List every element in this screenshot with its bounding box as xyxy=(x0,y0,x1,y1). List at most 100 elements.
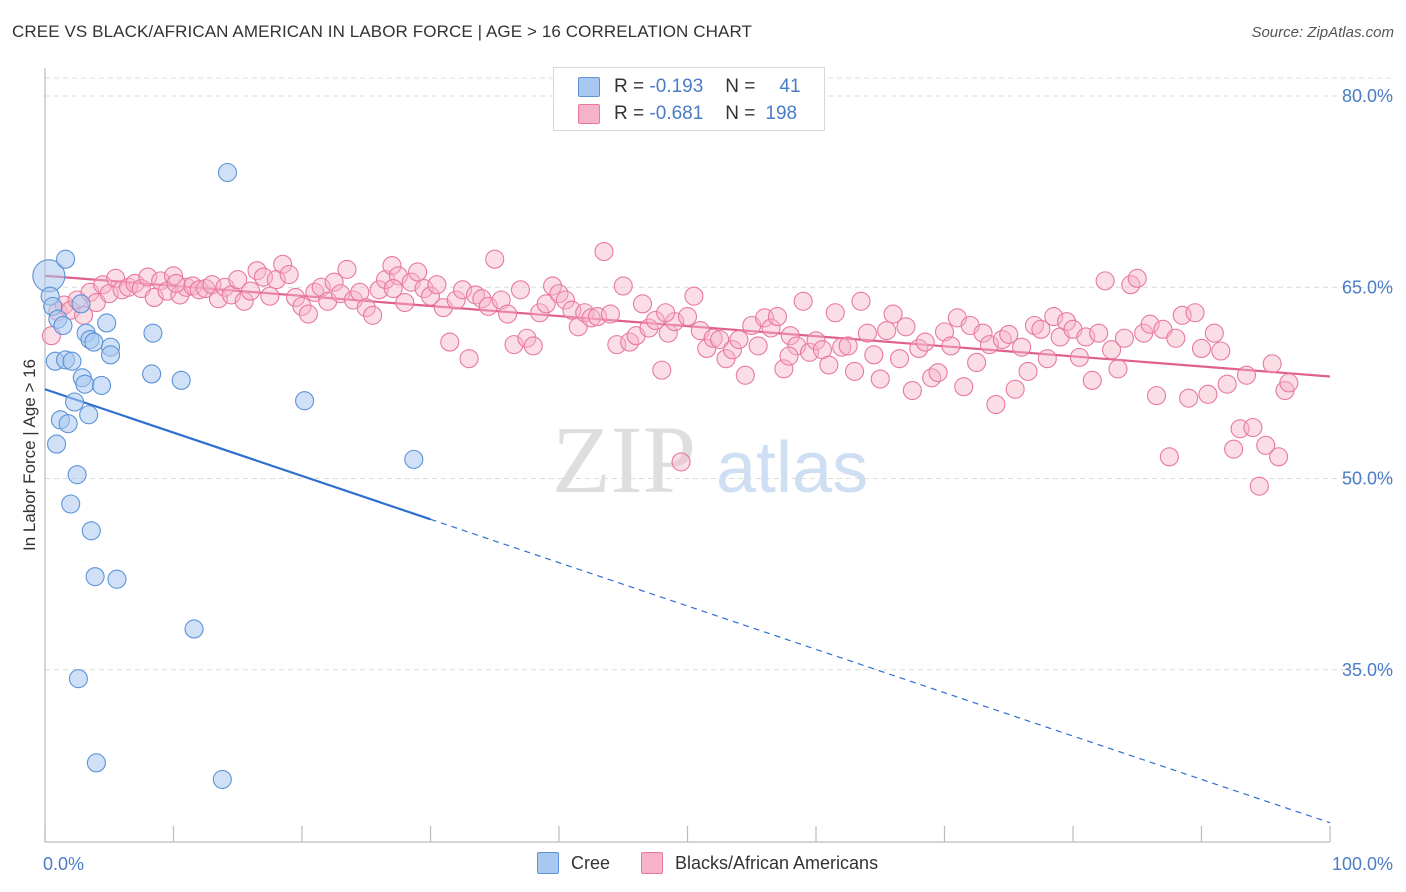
y-tick-label: 35.0% xyxy=(1342,660,1393,680)
data-point-cree xyxy=(53,315,73,336)
watermark: ZIP atlas xyxy=(552,406,868,513)
data-point-blacks xyxy=(292,296,312,316)
data-point-cree xyxy=(65,392,85,412)
data-point-blacks xyxy=(1140,314,1160,334)
data-point-blacks xyxy=(632,294,653,314)
data-point-blacks xyxy=(1217,374,1237,394)
data-point-blacks xyxy=(639,318,659,338)
data-point-blacks xyxy=(986,394,1006,415)
data-point-blacks xyxy=(954,377,974,397)
data-point-blacks xyxy=(517,328,537,348)
data-point-cree xyxy=(295,391,315,411)
trend-line-cree xyxy=(44,388,431,521)
data-point-blacks xyxy=(774,359,794,379)
tick-labels: 35.0% 50.0% 65.0% 80.0% 0.0% 100.0% xyxy=(43,86,1393,874)
data-point-cree xyxy=(171,370,191,390)
data-point-blacks xyxy=(748,336,768,356)
data-point-cree xyxy=(212,769,232,789)
data-point-cree xyxy=(184,619,204,639)
data-point-blacks xyxy=(1211,341,1231,361)
data-point-cree xyxy=(142,364,162,384)
data-point-blacks xyxy=(536,294,556,314)
data-point-blacks xyxy=(383,278,403,299)
data-point-blacks xyxy=(761,318,781,338)
data-point-blacks xyxy=(793,291,813,311)
data-point-blacks xyxy=(915,332,935,352)
data-point-blacks xyxy=(1076,327,1096,347)
data-point-blacks xyxy=(1102,340,1122,360)
data-point-blacks xyxy=(1057,312,1077,332)
data-point-cree xyxy=(71,294,91,314)
data-point-blacks xyxy=(279,264,299,285)
data-point-blacks xyxy=(934,322,955,342)
data-point-blacks xyxy=(555,290,575,310)
data-point-blacks xyxy=(928,363,948,383)
data-point-blacks xyxy=(889,349,910,369)
data-point-blacks xyxy=(992,329,1012,350)
legend-n-value: 198 xyxy=(765,103,798,124)
data-point-cree xyxy=(75,374,95,394)
x-tick-label: 100.0% xyxy=(1332,854,1393,874)
data-point-blacks xyxy=(241,281,261,301)
data-point-blacks xyxy=(710,329,730,350)
data-point-blacks xyxy=(1082,370,1102,390)
data-point-blacks xyxy=(1279,373,1299,393)
data-point-blacks xyxy=(1224,439,1244,459)
data-point-blacks xyxy=(613,276,633,296)
data-point-blacks xyxy=(427,275,447,295)
source-label: Source: ZipAtlas.com xyxy=(1251,24,1394,41)
bottom-legend: Cree Blacks/African Americans xyxy=(0,852,1406,878)
data-point-blacks xyxy=(440,332,460,352)
data-point-cree xyxy=(100,345,121,365)
data-point-blacks xyxy=(510,280,531,300)
data-point-blacks xyxy=(1114,328,1134,348)
data-point-cree xyxy=(68,669,88,689)
data-point-blacks xyxy=(1166,328,1186,348)
data-point-cree xyxy=(84,332,104,352)
data-point-blacks xyxy=(767,307,788,327)
data-point-blacks xyxy=(832,337,852,357)
bottom-legend-blacks: Blacks/African Americans xyxy=(641,852,878,874)
data-point-blacks xyxy=(883,304,903,324)
data-point-blacks xyxy=(1191,338,1212,359)
data-point-blacks xyxy=(594,242,614,262)
data-point-blacks xyxy=(851,291,871,311)
trend-lines xyxy=(44,274,1331,824)
data-point-blacks xyxy=(491,290,511,310)
data-point-blacks xyxy=(722,340,743,360)
bottom-swatch-blacks xyxy=(641,852,663,874)
data-point-cree xyxy=(67,465,87,485)
data-point-blacks xyxy=(1146,386,1167,406)
data-point-blacks xyxy=(999,324,1019,344)
data-point-blacks xyxy=(337,259,357,279)
data-point-blacks xyxy=(163,266,184,286)
data-point-blacks xyxy=(1095,271,1115,291)
data-point-blacks xyxy=(922,368,942,388)
data-point-blacks xyxy=(459,349,479,369)
data-point-blacks xyxy=(729,329,749,350)
bottom-legend-blacks-label: Blacks/African Americans xyxy=(675,852,879,873)
data-point-blacks xyxy=(1089,323,1109,343)
data-point-cree xyxy=(86,753,106,773)
bottom-legend-cree-label: Cree xyxy=(571,852,611,873)
bottom-legend-cree: Cree xyxy=(537,852,610,874)
data-point-blacks xyxy=(902,380,922,401)
y-tick-label: 50.0% xyxy=(1342,469,1393,489)
data-point-cree xyxy=(62,351,82,371)
data-point-blacks xyxy=(703,328,723,348)
data-point-cree xyxy=(404,449,424,469)
data-point-blacks xyxy=(356,298,376,318)
data-point-blacks xyxy=(228,270,248,290)
data-point-blacks xyxy=(658,323,678,343)
data-point-cree xyxy=(107,569,127,589)
data-point-blacks xyxy=(1031,319,1051,339)
data-point-blacks xyxy=(1269,447,1289,467)
legend-row-blacks: R = -0.681 N = 198 xyxy=(578,102,797,126)
legend-swatch-cree xyxy=(578,77,600,97)
legend-n-label: N = xyxy=(725,103,756,124)
data-point-blacks xyxy=(453,280,473,300)
data-point-blacks xyxy=(1018,361,1038,381)
data-point-blacks xyxy=(684,286,704,306)
data-point-cree xyxy=(81,521,101,541)
